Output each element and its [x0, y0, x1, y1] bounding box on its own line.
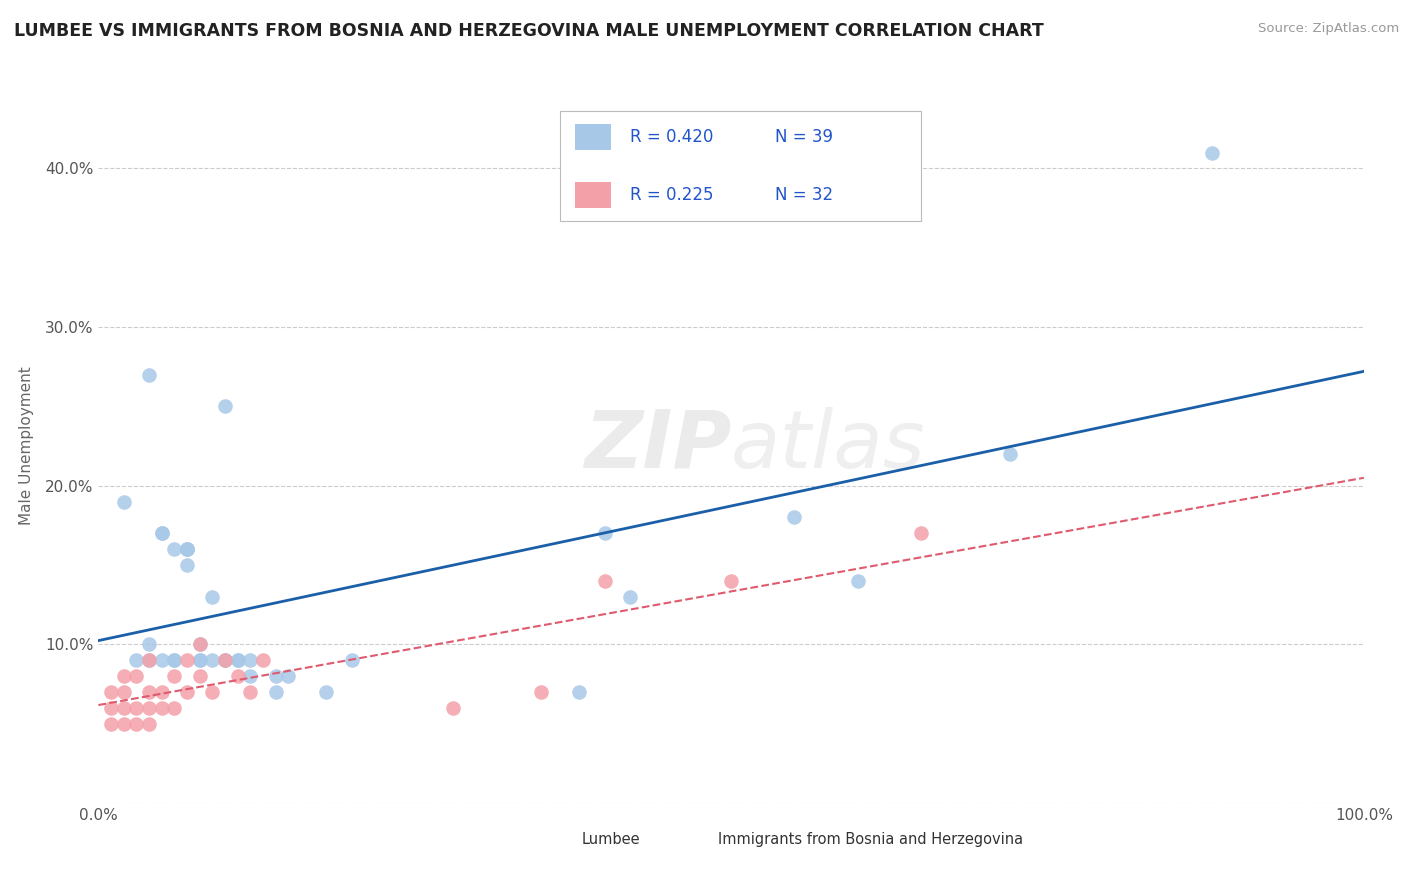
Point	[163, 700, 186, 714]
Point	[112, 700, 135, 714]
Point	[720, 574, 742, 588]
Text: ZIP: ZIP	[583, 407, 731, 485]
Point	[441, 700, 464, 714]
Point	[593, 526, 616, 541]
Point	[264, 685, 287, 699]
Text: R = 0.420: R = 0.420	[630, 128, 713, 146]
Point	[125, 653, 148, 667]
Point	[619, 590, 641, 604]
Point	[239, 653, 262, 667]
Point	[214, 653, 236, 667]
Text: LUMBEE VS IMMIGRANTS FROM BOSNIA AND HERZEGOVINA MALE UNEMPLOYMENT CORRELATION C: LUMBEE VS IMMIGRANTS FROM BOSNIA AND HER…	[14, 22, 1043, 40]
Text: Lumbee: Lumbee	[582, 832, 640, 847]
Point	[163, 669, 186, 683]
Point	[226, 653, 249, 667]
Point	[100, 685, 122, 699]
Point	[188, 669, 211, 683]
Text: Source: ZipAtlas.com: Source: ZipAtlas.com	[1258, 22, 1399, 36]
Point	[138, 685, 160, 699]
Bar	[547, 832, 575, 847]
Text: atlas: atlas	[731, 407, 927, 485]
Point	[846, 574, 869, 588]
Point	[201, 653, 224, 667]
Bar	[683, 832, 711, 847]
Point	[150, 526, 173, 541]
Point	[226, 669, 249, 683]
Point	[1201, 145, 1223, 160]
Point	[100, 716, 122, 731]
Point	[138, 653, 160, 667]
Point	[201, 590, 224, 604]
Point	[150, 685, 173, 699]
Point	[252, 653, 274, 667]
Point	[150, 700, 173, 714]
Text: N = 39: N = 39	[776, 128, 834, 146]
Text: N = 32: N = 32	[776, 186, 834, 204]
Point	[163, 653, 186, 667]
Point	[138, 368, 160, 382]
Text: R = 0.225: R = 0.225	[630, 186, 713, 204]
Point	[783, 510, 806, 524]
Point	[315, 685, 337, 699]
Point	[176, 685, 198, 699]
Point	[163, 542, 186, 557]
Point	[568, 685, 591, 699]
Point	[138, 700, 160, 714]
FancyBboxPatch shape	[560, 111, 921, 221]
Point	[530, 685, 553, 699]
Point	[998, 447, 1021, 461]
Point	[163, 653, 186, 667]
Point	[125, 669, 148, 683]
Point	[112, 716, 135, 731]
Point	[100, 700, 122, 714]
Bar	[575, 182, 610, 209]
Point	[214, 400, 236, 414]
Point	[188, 637, 211, 651]
Point	[340, 653, 363, 667]
Bar	[575, 124, 610, 150]
Point	[188, 653, 211, 667]
Point	[125, 700, 148, 714]
Point	[277, 669, 299, 683]
Point	[201, 685, 224, 699]
Point	[176, 558, 198, 572]
Point	[239, 685, 262, 699]
Point	[112, 494, 135, 508]
Point	[264, 669, 287, 683]
Point	[112, 685, 135, 699]
Y-axis label: Male Unemployment: Male Unemployment	[18, 367, 34, 525]
Point	[226, 653, 249, 667]
Point	[593, 574, 616, 588]
Point	[112, 669, 135, 683]
Point	[214, 653, 236, 667]
Point	[125, 716, 148, 731]
Point	[176, 542, 198, 557]
Point	[138, 716, 160, 731]
Point	[176, 653, 198, 667]
Point	[910, 526, 932, 541]
Point	[176, 542, 198, 557]
Text: Immigrants from Bosnia and Herzegovina: Immigrants from Bosnia and Herzegovina	[718, 832, 1024, 847]
Point	[138, 653, 160, 667]
Point	[188, 653, 211, 667]
Point	[239, 669, 262, 683]
Point	[176, 542, 198, 557]
Point	[150, 653, 173, 667]
Point	[138, 637, 160, 651]
Point	[188, 637, 211, 651]
Point	[150, 526, 173, 541]
Point	[214, 653, 236, 667]
